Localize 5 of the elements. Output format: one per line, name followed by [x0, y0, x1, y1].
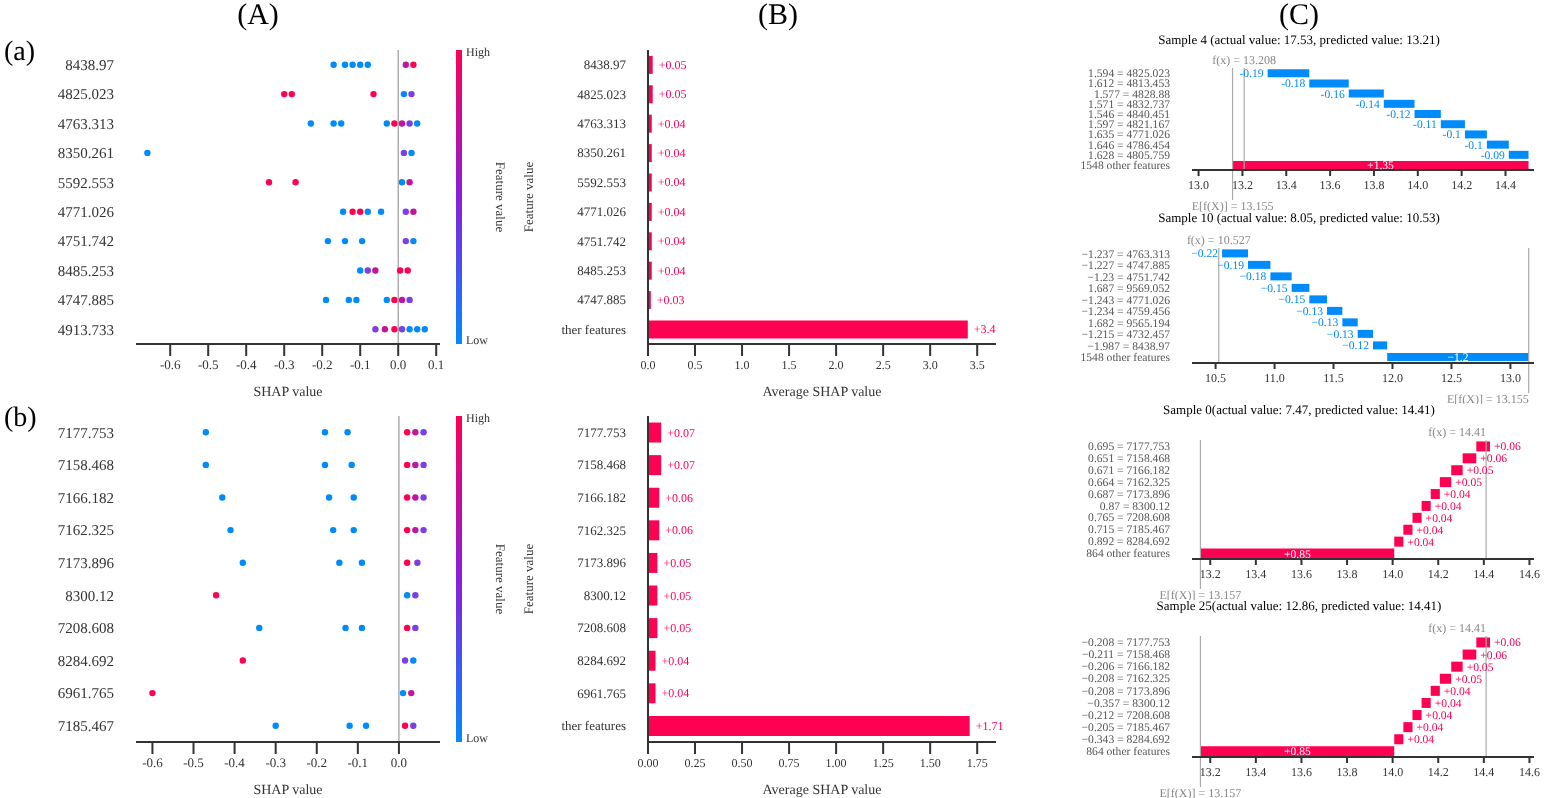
chart-title: (C) — [1277, 0, 1321, 34]
text: (b) — [4, 404, 37, 436]
chart-title: (B) — [756, 0, 800, 34]
chart-title: (A) — [235, 0, 281, 34]
text: (a) — [4, 38, 36, 70]
